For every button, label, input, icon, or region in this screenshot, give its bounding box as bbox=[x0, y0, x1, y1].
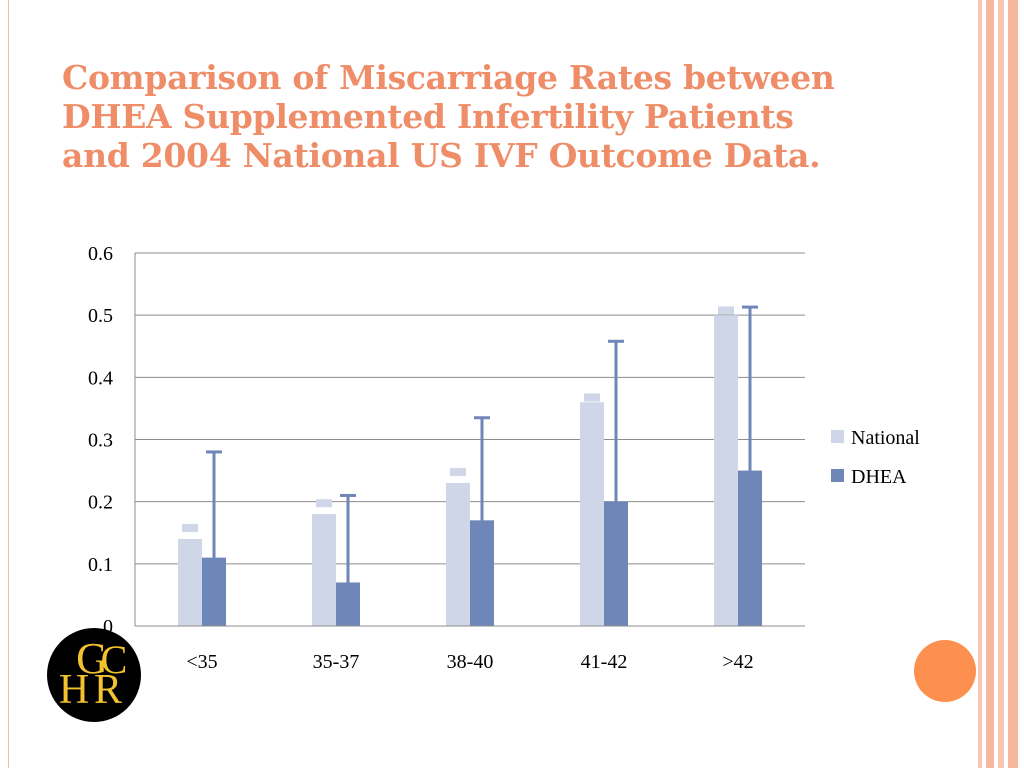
bar-dhea bbox=[604, 501, 628, 626]
logo-letter-g: G bbox=[76, 634, 108, 683]
logo-letter-c: C bbox=[101, 637, 128, 682]
error-cap-national bbox=[182, 524, 198, 533]
y-tick-label: 0 bbox=[103, 616, 113, 638]
y-tick-label: 0.1 bbox=[88, 554, 113, 576]
bar-national bbox=[714, 315, 738, 626]
decorative-orange-dot bbox=[914, 640, 976, 702]
legend-swatch-dhea bbox=[831, 469, 844, 482]
bar-national bbox=[580, 402, 604, 626]
y-tick-label: 0.5 bbox=[88, 305, 113, 327]
x-category-label: <35 bbox=[186, 651, 217, 673]
legend-label-national: National bbox=[851, 427, 920, 449]
error-cap-national bbox=[450, 468, 466, 477]
error-cap-national bbox=[316, 499, 332, 508]
right-decorative-stripes bbox=[978, 0, 1024, 768]
title-line-3: and 2004 National US IVF Outcome Data. bbox=[62, 136, 821, 175]
x-axis-category-labels: <35 35-37 38-40 41-42 >42 bbox=[186, 651, 753, 673]
y-tick-label: 0.2 bbox=[88, 492, 113, 514]
bars bbox=[178, 315, 762, 626]
x-category-label: 41-42 bbox=[581, 651, 628, 673]
bar-national bbox=[446, 483, 470, 626]
bar-dhea bbox=[738, 470, 762, 626]
title-line-1: Comparison of Miscarriage Rates between bbox=[62, 58, 835, 97]
chart-legend: National DHEA bbox=[831, 427, 920, 488]
error-cap-national bbox=[584, 393, 600, 402]
y-tick-label: 0.3 bbox=[88, 430, 113, 452]
logo-letter-h: H bbox=[59, 667, 89, 713]
title-line-2: DHEA Supplemented Infertility Patients bbox=[62, 97, 794, 136]
bar-dhea bbox=[202, 557, 226, 626]
y-axis-tick-labels: 0 0.1 0.2 0.3 0.4 0.5 0.6 bbox=[88, 243, 113, 638]
legend-swatch-national bbox=[831, 430, 844, 443]
axes bbox=[134, 253, 805, 627]
bar-national bbox=[178, 538, 202, 626]
error-cap-national bbox=[718, 306, 734, 315]
x-category-label: 35-37 bbox=[313, 651, 360, 673]
ghcr-logo-icon: G C H R bbox=[46, 627, 142, 723]
bar-national bbox=[312, 514, 336, 626]
error-bars bbox=[182, 305, 758, 589]
legend-label-dhea: DHEA bbox=[851, 466, 907, 488]
slide-title: Comparison of Miscarriage Rates between … bbox=[62, 58, 962, 175]
bar-dhea bbox=[336, 582, 360, 626]
logo-letter-r: R bbox=[94, 667, 122, 713]
x-category-label: 38-40 bbox=[447, 651, 494, 673]
x-category-label: >42 bbox=[722, 651, 753, 673]
y-tick-label: 0.6 bbox=[88, 243, 113, 265]
left-frame-line bbox=[8, 0, 9, 768]
bar-dhea bbox=[470, 520, 494, 626]
y-tick-label: 0.4 bbox=[88, 367, 113, 389]
